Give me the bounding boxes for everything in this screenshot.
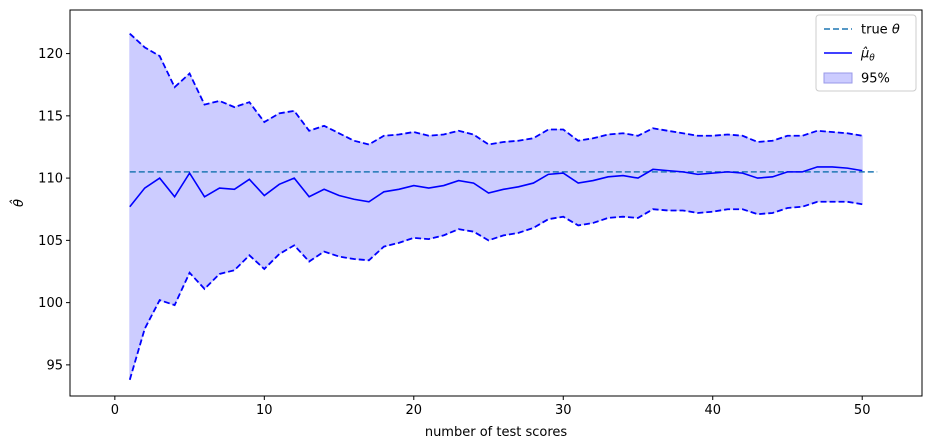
confidence-band-layer [129, 32, 863, 380]
x-tick-label: 20 [406, 403, 423, 418]
mean-estimate-line [129, 166, 863, 208]
tick-layer: 0 10 20 30 40 50 95 100 105 110 115 120 [38, 47, 870, 418]
legend-label-band: 95% [861, 72, 890, 87]
y-tick-label: 105 [38, 234, 63, 249]
x-tick-label: 10 [256, 403, 273, 418]
legend-label-true-theta: true θ [861, 23, 900, 38]
y-tick-label: 110 [38, 172, 63, 187]
y-axis-label: θ̂ [10, 199, 27, 207]
legend-label-mean: μ̂θ [860, 47, 875, 64]
confidence-band-95 [129, 32, 863, 380]
legend: true θ μ̂θ 95% [815, 14, 917, 92]
upper-bound-line [129, 32, 863, 146]
legend-box [815, 14, 917, 92]
series-layer [128, 32, 878, 381]
x-axis-label: number of test scores [425, 425, 568, 440]
lower-bound-line [128, 200, 863, 381]
y-tick-label: 115 [38, 109, 63, 124]
x-tick-label: 0 [111, 403, 119, 418]
legend-swatch-band [823, 72, 853, 84]
y-tick-label: 100 [38, 296, 63, 311]
y-tick-label: 120 [38, 47, 63, 62]
y-tick-label: 95 [46, 358, 63, 373]
x-tick-label: 30 [555, 403, 572, 418]
x-tick-label: 50 [854, 403, 871, 418]
plot-frame [69, 9, 923, 397]
x-tick-label: 40 [704, 403, 721, 418]
